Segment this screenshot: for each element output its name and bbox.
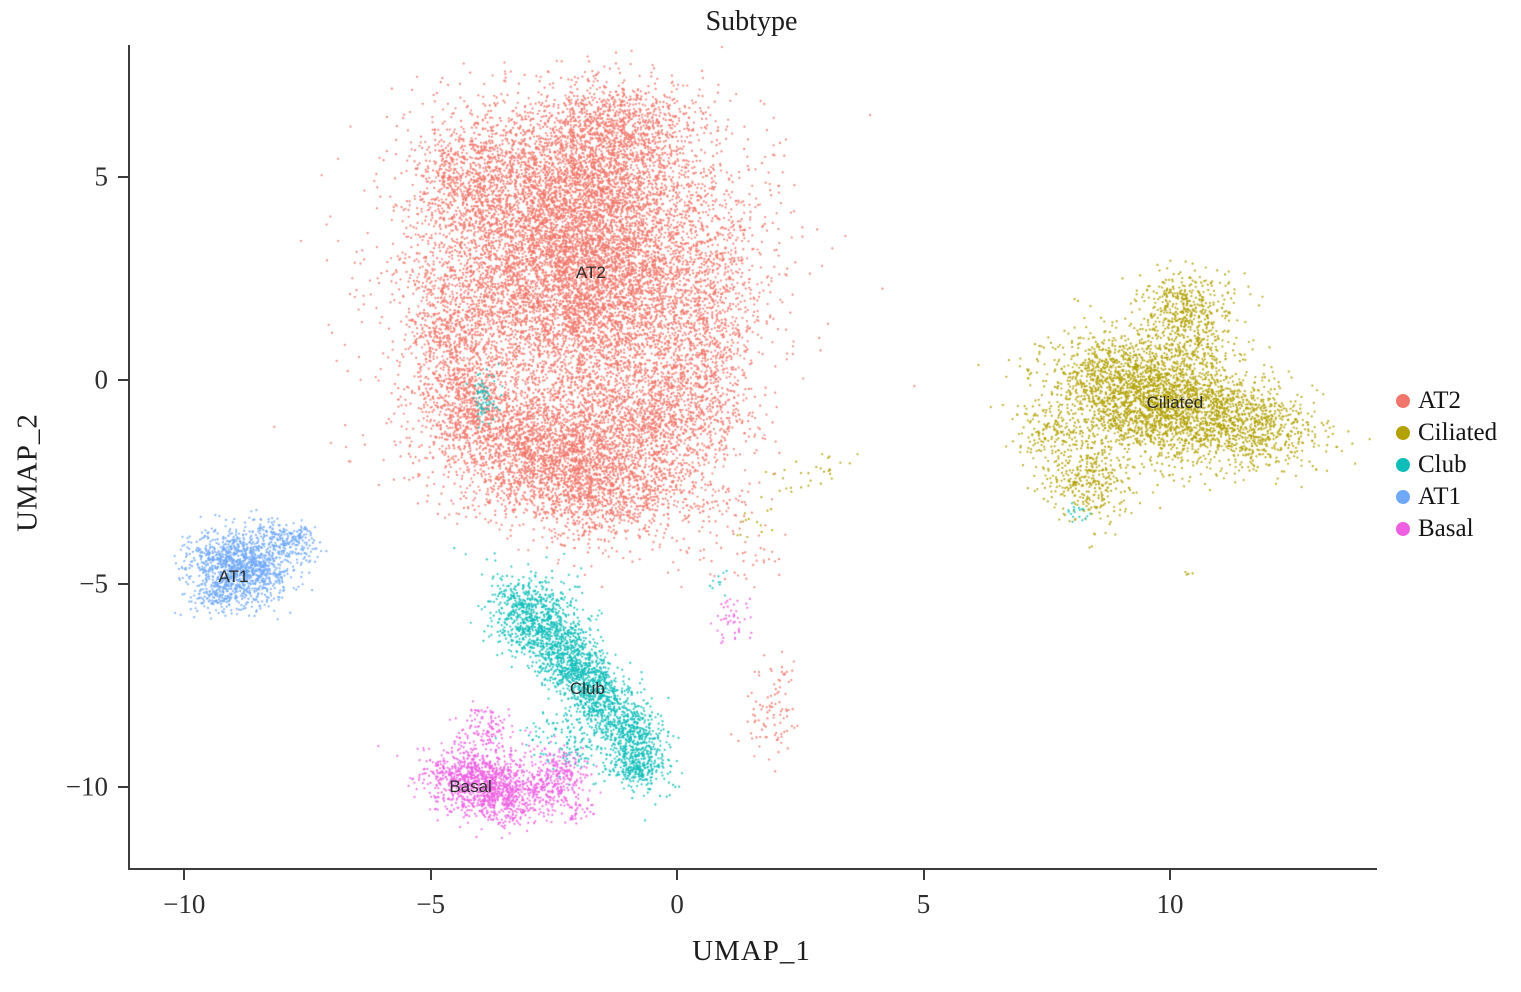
legend-item-ciliated: Ciliated [1396,420,1497,445]
x-tick-label: 5 [916,889,931,919]
x-tick [676,870,679,880]
legend-label: Ciliated [1418,419,1498,446]
legend-label: Basal [1418,515,1474,542]
y-tick-label: −10 [65,771,108,802]
y-tick [118,176,128,179]
y-tick-label: 5 [94,161,109,192]
x-tick-label: 10 [1156,889,1184,919]
y-tick-label: −5 [79,568,108,598]
x-tick [922,870,925,880]
x-tick-label: −10 [163,889,206,919]
y-tick [118,785,128,788]
legend-label: AT2 [1418,387,1462,414]
legend-dot-icon [1396,521,1410,536]
legend-dot-icon [1396,457,1410,472]
legend-item-club: Club [1396,452,1497,477]
scatter-canvas [130,45,1377,868]
plot-area: −10 −5 0 5 10 5 0 −5 −10 AT2 Ciliated Club AT1 Basal [66,45,1377,919]
legend: AT2 Ciliated Club AT1 Basal [1396,388,1497,541]
cluster-label-ciliated: Ciliated [1146,392,1204,412]
legend-label: Club [1418,451,1467,478]
legend-item-basal: Basal [1396,516,1497,541]
legend-label: AT1 [1418,483,1462,510]
legend-item-at2: AT2 [1396,388,1497,413]
y-axis-label: UMAP_2 [11,413,44,532]
cluster-label-club: Club [569,679,605,699]
cluster-label-at2: AT2 [575,262,606,282]
chart-title: Subtype [705,6,798,37]
cluster-label-at1: AT1 [218,567,249,587]
x-tick [183,870,186,880]
legend-item-at1: AT1 [1396,484,1497,509]
x-tick-label: 0 [670,889,684,919]
x-tick [429,870,432,880]
x-tick [1168,870,1171,880]
legend-dot-icon [1396,425,1410,440]
y-tick [118,582,128,585]
legend-dot-icon [1396,489,1410,504]
legend-dot-icon [1396,393,1410,408]
x-axis-label: UMAP_1 [692,935,811,967]
y-tick-label: 0 [94,364,109,395]
y-tick [118,379,128,382]
x-tick-label: −5 [416,889,446,919]
cluster-label-basal: Basal [449,776,492,796]
